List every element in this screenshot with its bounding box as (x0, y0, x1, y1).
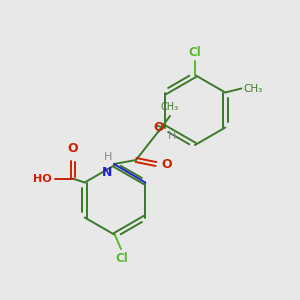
Text: H: H (103, 152, 112, 162)
Text: O: O (68, 142, 78, 155)
Text: CH₃: CH₃ (161, 102, 179, 112)
Text: O: O (161, 158, 172, 170)
Text: Cl: Cl (189, 46, 201, 59)
Text: H: H (168, 131, 176, 141)
Text: CH₃: CH₃ (243, 83, 262, 94)
Text: HO: HO (33, 173, 52, 184)
Text: N: N (102, 166, 112, 179)
Text: O: O (153, 121, 164, 134)
Text: Cl: Cl (116, 252, 128, 265)
